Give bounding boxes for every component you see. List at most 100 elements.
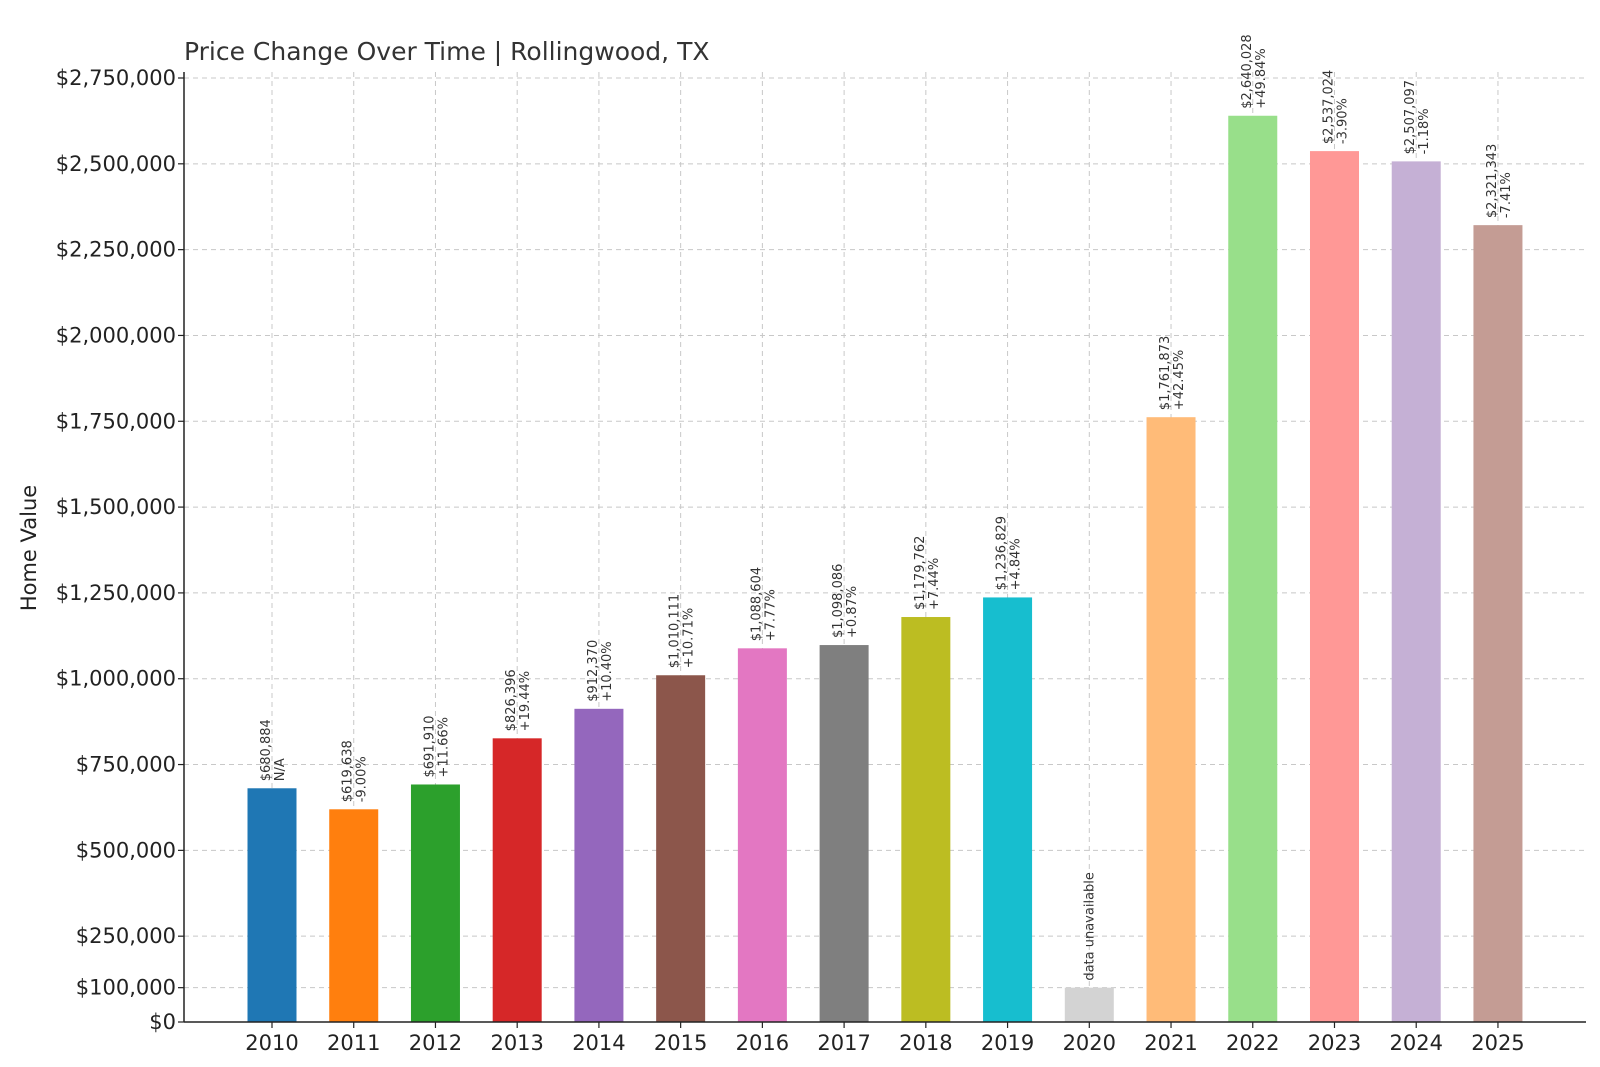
value-label: $1,761,873	[1158, 336, 1173, 410]
change-label: +10.40%	[600, 641, 615, 701]
y-tick-label: $100,000	[76, 976, 176, 1000]
data-label-2010: $680,884 N/A	[259, 719, 288, 781]
change-label: +0.87%	[845, 586, 860, 638]
value-label: $912,370	[586, 640, 601, 702]
x-tick-label: 2013	[490, 1031, 543, 1055]
value-label: $826,396	[504, 669, 519, 731]
data-label-2015: $1,010,111 +10.71%	[668, 594, 697, 668]
x-tick-label: 2010	[245, 1031, 298, 1055]
data-label-2011: $619,638 -9.00%	[341, 740, 370, 802]
bar-2014	[574, 708, 624, 1022]
data-labels: $680,884 N/A $619,638 -9.00% $691,910 +11.66%…	[259, 34, 1514, 980]
value-label: $680,884	[259, 719, 274, 781]
bar-2011	[329, 809, 379, 1022]
y-tick-label: $500,000	[76, 838, 176, 862]
bars	[247, 115, 1523, 1023]
x-tick-label: 2025	[1471, 1031, 1524, 1055]
x-tick-label: 2014	[572, 1031, 625, 1055]
change-label: -7.41%	[1499, 172, 1514, 218]
y-tick-label: $250,000	[76, 924, 176, 948]
x-tick-label: 2019	[981, 1031, 1034, 1055]
change-label: N/A	[273, 758, 288, 781]
y-tick-label: $2,500,000	[56, 152, 176, 176]
data-label-2017: $1,098,086 +0.87%	[831, 564, 860, 638]
y-tick-label: $1,250,000	[56, 581, 176, 605]
bar-2016	[737, 648, 787, 1022]
y-tick-label: $0	[149, 1010, 176, 1034]
value-label: $1,098,086	[831, 564, 846, 638]
bar-2025	[1473, 225, 1523, 1023]
x-tick-label: 2015	[654, 1031, 707, 1055]
change-label: +11.66%	[436, 717, 451, 777]
value-label: $1,236,829	[995, 516, 1010, 590]
bar-2022	[1228, 115, 1278, 1023]
bar-2019	[983, 597, 1033, 1022]
x-tick-label: 2011	[327, 1031, 380, 1055]
value-label: data unavailable	[1082, 872, 1097, 981]
data-label-2020: data unavailable	[1082, 872, 1097, 981]
bar-2012	[410, 784, 460, 1022]
value-label: $1,010,111	[668, 594, 683, 668]
change-label: +7.77%	[763, 589, 778, 641]
bar-2018	[901, 617, 951, 1022]
y-tick-label: $2,000,000	[56, 323, 176, 347]
y-tick-label: $1,750,000	[56, 409, 176, 433]
data-label-2024: $2,507,097 -1.18%	[1403, 80, 1432, 154]
bar-2021	[1146, 417, 1196, 1023]
x-axis-ticks: 2010 2011 2012 2013 2014 2015 2016 2017 2018 2019…	[245, 1022, 1525, 1055]
value-label: $2,640,028	[1240, 34, 1255, 108]
value-label: $619,638	[341, 740, 356, 802]
x-tick-label: 2012	[409, 1031, 462, 1055]
y-tick-label: $2,750,000	[56, 66, 176, 90]
change-label: -9.00%	[355, 756, 370, 802]
value-label: $691,910	[422, 715, 437, 777]
y-tick-label: $1,000,000	[56, 667, 176, 691]
bar-2017	[819, 645, 869, 1022]
data-label-2016: $1,088,604 +7.77%	[749, 567, 778, 641]
x-tick-label: 2024	[1389, 1031, 1442, 1055]
y-tick-label: $2,250,000	[56, 238, 176, 262]
data-label-2014: $912,370 +10.40%	[586, 640, 615, 702]
x-tick-label: 2020	[1063, 1031, 1116, 1055]
value-label: $2,537,024	[1321, 70, 1336, 144]
change-label: -3.90%	[1335, 98, 1350, 144]
grid-lines	[184, 72, 1586, 1022]
data-label-2018: $1,179,762 +7.44%	[913, 536, 942, 610]
data-label-2021: $1,761,873 +42.45%	[1158, 336, 1187, 410]
data-label-2023: $2,537,024 -3.90%	[1321, 70, 1350, 144]
x-tick-label: 2023	[1308, 1031, 1361, 1055]
bar-2015	[656, 675, 706, 1022]
change-label: +10.71%	[682, 608, 697, 668]
bar-2023	[1309, 151, 1359, 1022]
change-label: +42.45%	[1172, 350, 1187, 410]
x-tick-label: 2017	[817, 1031, 870, 1055]
x-tick-label: 2022	[1226, 1031, 1279, 1055]
data-label-2019: $1,236,829 +4.84%	[995, 516, 1024, 590]
value-label: $1,088,604	[749, 567, 764, 641]
data-label-2025: $2,321,343 -7.41%	[1485, 144, 1514, 218]
y-axis-ticks: $0 $100,000 $250,000 $500,000 $750,000 $1,000…	[56, 66, 184, 1034]
bar-2013	[492, 738, 542, 1022]
data-label-2013: $826,396 +19.44%	[504, 669, 533, 731]
change-label: +19.44%	[518, 671, 533, 731]
data-label-2022: $2,640,028 +49.84%	[1240, 34, 1269, 108]
value-label: $1,179,762	[913, 536, 928, 610]
change-label: +7.44%	[927, 558, 942, 610]
x-tick-label: 2016	[736, 1031, 789, 1055]
data-label-2012: $691,910 +11.66%	[422, 715, 451, 777]
value-label: $2,321,343	[1485, 144, 1500, 218]
x-tick-label: 2018	[899, 1031, 952, 1055]
y-tick-label: $1,500,000	[56, 495, 176, 519]
chart-title: Price Change Over Time | Rollingwood, TX	[184, 37, 709, 66]
y-axis-label: Home Value	[17, 485, 41, 611]
change-label: -1.18%	[1417, 108, 1432, 154]
change-label: +4.84%	[1009, 538, 1024, 590]
x-tick-label: 2021	[1144, 1031, 1197, 1055]
y-tick-label: $750,000	[76, 753, 176, 777]
bar-2010	[247, 788, 297, 1022]
bar-2020	[1064, 987, 1114, 1022]
bar-2024	[1391, 161, 1441, 1023]
value-label: $2,507,097	[1403, 80, 1418, 154]
change-label: +49.84%	[1254, 48, 1269, 108]
